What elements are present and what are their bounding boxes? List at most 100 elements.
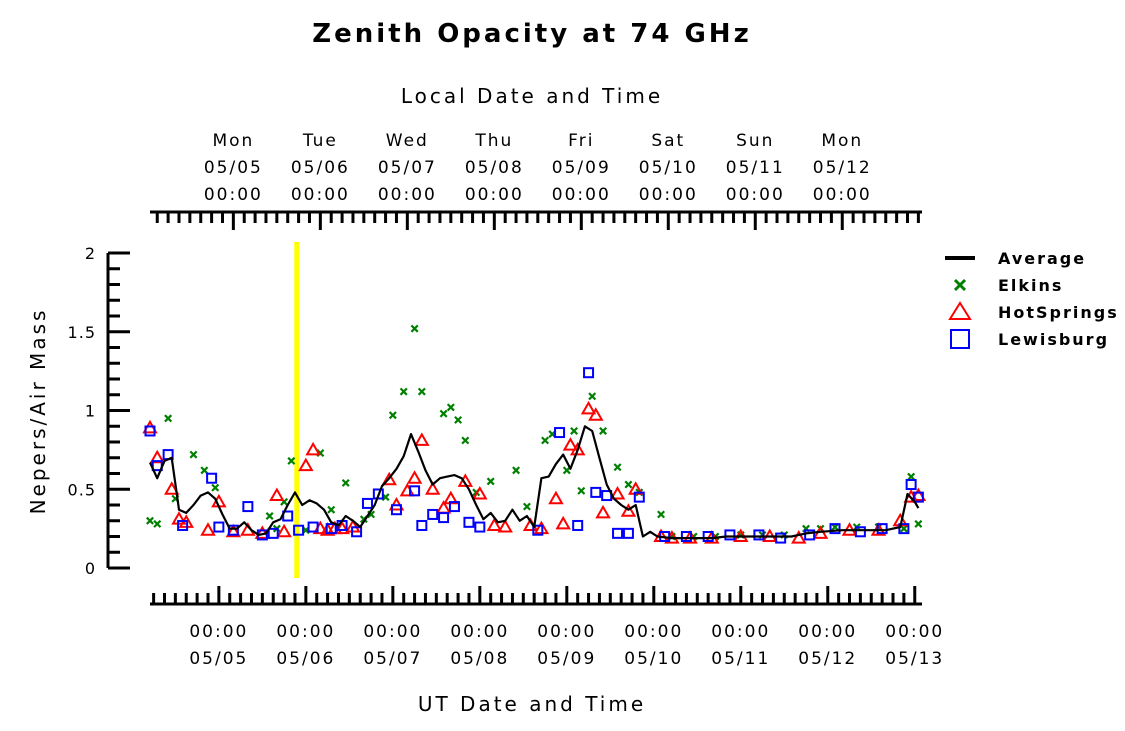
x-stroke	[454, 415, 463, 424]
x-stroke	[588, 392, 597, 401]
lewisburg-point	[227, 524, 239, 536]
lewisburg-point	[144, 425, 156, 437]
lewisburg-point	[775, 532, 787, 544]
legend-item-elkins: Elkins	[953, 276, 1061, 295]
elkins-point	[388, 411, 397, 420]
hotsprings-point	[562, 437, 579, 451]
legend-label: HotSprings	[998, 303, 1119, 322]
top-axis-title: Local Date and Time	[401, 84, 663, 108]
lewisburg-point	[177, 519, 189, 531]
lewisburg-point	[532, 524, 544, 536]
x-stroke	[417, 387, 426, 396]
lewisburg-point	[554, 427, 566, 439]
lewisburg-point	[854, 526, 866, 538]
x-stroke	[153, 519, 162, 528]
bottom-tick-time: 00:00	[276, 622, 335, 642]
lewisburg-point	[572, 519, 584, 531]
elkins-point	[599, 426, 608, 435]
hotsprings-point	[276, 523, 292, 538]
legend: Average Elkins HotSprings Lewisburg	[945, 249, 1119, 349]
top-tick-day: Mon	[212, 131, 254, 151]
top-tick-time: 00:00	[204, 185, 263, 205]
bottom-tick-time: 00:00	[624, 622, 683, 642]
lewisburg-point	[680, 531, 692, 542]
elkins-point	[907, 472, 916, 481]
x-stroke	[802, 524, 810, 533]
x-stroke	[287, 456, 296, 465]
lewisburg-point	[361, 497, 373, 509]
series-average	[149, 425, 920, 540]
lewisburg-point	[753, 529, 765, 541]
elkins-point	[446, 403, 455, 412]
x-stroke	[341, 478, 350, 487]
average-line	[149, 425, 920, 540]
lewisburg-point	[307, 521, 319, 533]
legend-item-lewisburg: Lewisburg	[950, 329, 1107, 349]
hotsprings-point	[334, 520, 350, 535]
legend-label: Average	[998, 249, 1086, 268]
elkins-point	[914, 519, 923, 528]
elkins-point	[657, 510, 666, 519]
bottom-tick-time: 00:00	[537, 622, 596, 642]
x-stroke	[486, 477, 495, 486]
y-tick-label: 1.5	[68, 323, 96, 342]
elkins-point	[899, 524, 908, 533]
bottom-tick-time: 00:00	[363, 622, 422, 642]
hotsprings-point	[305, 441, 321, 456]
lewisburg-point	[267, 527, 279, 539]
lewisburg-point	[427, 508, 439, 520]
elkins-point	[439, 409, 448, 418]
elkins-point	[146, 516, 154, 525]
lewisburg-point	[898, 523, 910, 535]
elkins-point	[327, 505, 336, 514]
lewisburg-point	[912, 491, 924, 503]
lewisburg-point	[416, 519, 428, 531]
x-stroke	[367, 510, 376, 519]
bottom-tick-date: 05/09	[537, 649, 596, 669]
lewisburg-point	[242, 501, 254, 513]
series-lewisburg	[144, 367, 924, 544]
bottom-tick-date: 05/11	[711, 649, 770, 669]
hotsprings-point	[609, 485, 626, 500]
hotsprings-point	[414, 432, 430, 446]
elkins-point	[570, 426, 579, 435]
bottom-tick-date: 05/13	[885, 649, 944, 669]
lewisburg-point	[206, 472, 218, 484]
hotsprings-point	[580, 400, 597, 415]
top-tick-date: 05/06	[291, 158, 350, 178]
elkins-point	[153, 519, 162, 528]
x-stroke	[189, 450, 198, 459]
x-stroke	[613, 463, 622, 472]
elkins-point	[522, 502, 531, 511]
x-stroke	[439, 409, 448, 418]
hotsprings-point	[548, 490, 564, 505]
bottom-tick-date: 05/10	[624, 649, 683, 669]
lewisburg-point	[390, 504, 402, 516]
lewisburg-point	[213, 521, 225, 533]
top-tick-date: 05/12	[813, 158, 872, 178]
chart-title: Zenith Opacity at 74 GHz	[312, 19, 751, 49]
x-stroke	[399, 387, 408, 396]
hotsprings-point	[424, 481, 441, 495]
hotsprings-point	[555, 515, 571, 530]
elkins-point	[588, 392, 597, 401]
series-elkins	[146, 324, 923, 541]
lewisburg-point	[351, 526, 363, 538]
top-tick-day: Sun	[736, 131, 774, 151]
top-tick-day: Fri	[568, 131, 594, 151]
x-stroke	[914, 519, 923, 528]
elkins-point	[613, 463, 622, 472]
top-tick-time: 00:00	[639, 185, 698, 205]
x-stroke	[907, 472, 916, 481]
lewisburg-point	[293, 524, 305, 536]
legend-square-swatch	[950, 329, 970, 349]
elkins-point	[265, 512, 274, 521]
legend-x-swatch	[953, 278, 967, 292]
elkins-point	[461, 436, 470, 445]
x-stroke	[657, 510, 666, 519]
axes-group: 0 0.5 1 1.5 2 00:00 05/05 00:00 05/06 00:00 05/07 0…	[68, 131, 944, 669]
hotsprings-point	[569, 441, 586, 456]
y-tick-label: 2	[85, 244, 96, 263]
hotsprings-point	[486, 517, 503, 531]
